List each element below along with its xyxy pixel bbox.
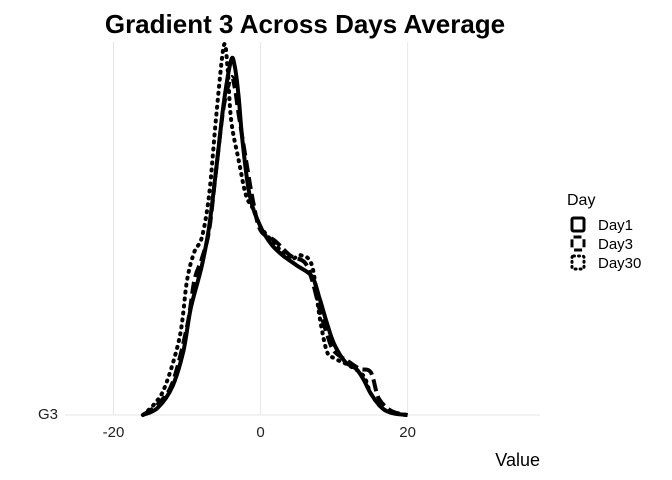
density-series: [140, 41, 410, 417]
series-line-day3: [141, 75, 408, 417]
legend-key-day1: [570, 216, 586, 233]
series-line-day1: [142, 55, 408, 417]
grid-lines: [65, 42, 540, 416]
x-axis-title: Value: [495, 450, 540, 470]
x-tick-label: 0: [256, 424, 264, 441]
x-tick-label: -20: [103, 424, 125, 441]
legend-label-day30: Day30: [598, 255, 641, 272]
x-axis-ticks: -20 0 20: [103, 424, 416, 441]
legend: Day Day1 Day3 Day30: [567, 192, 641, 272]
chart-title: Gradient 3 Across Days Average: [105, 9, 505, 39]
legend-key-day3: [570, 235, 586, 252]
legend-title: Day: [567, 192, 595, 209]
legend-label-day1: Day1: [598, 217, 633, 234]
x-tick-label: 20: [399, 424, 416, 441]
y-category-label: G3: [38, 406, 58, 423]
legend-label-day3: Day3: [598, 236, 633, 253]
series-line-day30: [140, 41, 410, 417]
legend-key-day30: [570, 254, 586, 271]
